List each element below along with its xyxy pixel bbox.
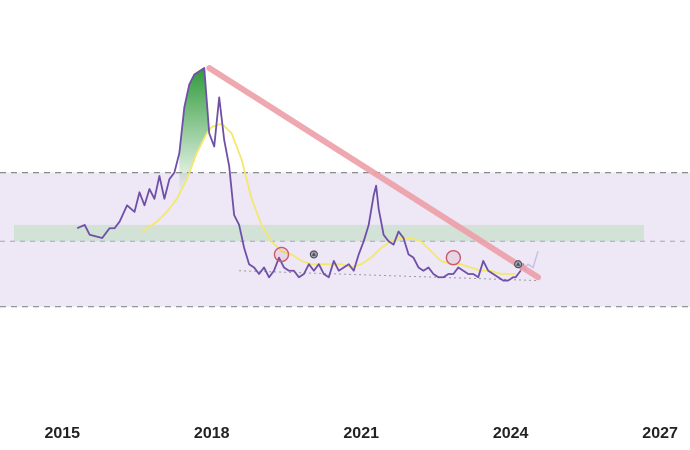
triangle-marker-glyph: [516, 261, 521, 266]
triangle-marker-glyph: [311, 252, 316, 256]
accumulation-zone: [14, 224, 644, 242]
markers-layer: [273, 246, 523, 269]
price-line: [76, 67, 527, 282]
circle-marker: [445, 249, 462, 266]
circle-marker: [273, 246, 290, 263]
x-tick-label: 2024: [493, 425, 529, 442]
bands-layer: [0, 172, 690, 308]
trendline: [206, 65, 542, 281]
x-axis-ticks: 2015 2018 2021 2024 2027: [44, 425, 678, 442]
lines-layer: [76, 65, 542, 282]
x-tick-label: 2027: [642, 425, 678, 442]
x-tick-label: 2021: [343, 425, 379, 442]
x-tick-label: 2018: [194, 425, 230, 442]
x-tick-label: 2015: [44, 425, 80, 442]
